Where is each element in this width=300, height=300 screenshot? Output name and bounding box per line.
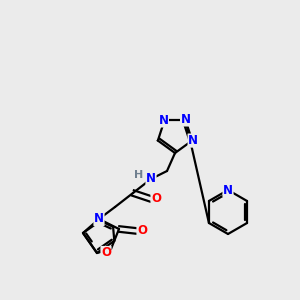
Text: N: N [181, 113, 190, 126]
Text: N: N [158, 114, 168, 127]
Text: N: N [223, 184, 233, 196]
Text: O: O [137, 224, 147, 238]
Text: O: O [151, 193, 161, 206]
Text: N: N [146, 172, 156, 185]
Text: N: N [188, 134, 198, 147]
Text: O: O [101, 247, 111, 260]
Text: H: H [134, 170, 144, 180]
Text: N: N [94, 212, 104, 226]
